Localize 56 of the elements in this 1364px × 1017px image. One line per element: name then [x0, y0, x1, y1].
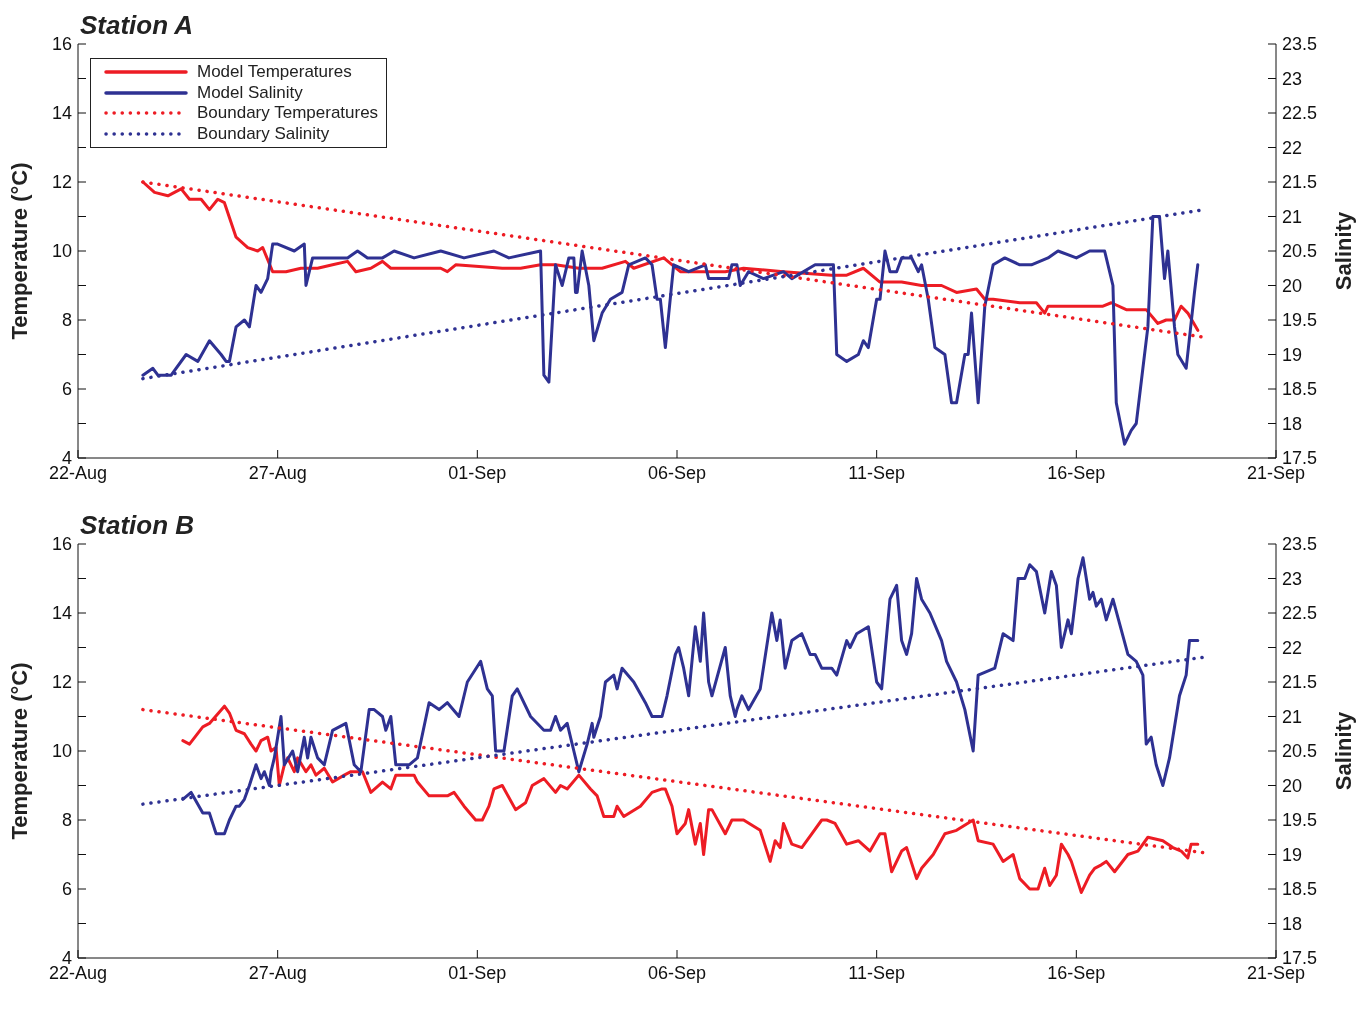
- y2-tick-label: 22: [1282, 137, 1303, 158]
- y2-tick-label: 20: [1282, 775, 1303, 796]
- legend-label: Model Temperatures: [197, 62, 352, 83]
- x-tick-label: 06-Sep: [647, 462, 707, 483]
- y2-tick-label: 18: [1282, 413, 1303, 434]
- y2-tick-label: 19: [1282, 844, 1303, 865]
- x-tick-label: 06-Sep: [647, 962, 707, 983]
- y2-tick-label: 18.5: [1282, 879, 1318, 900]
- y-tick-label: 6: [61, 879, 72, 900]
- y-tick-label: 16: [51, 534, 72, 555]
- y-tick-label: 14: [51, 103, 72, 124]
- y2-tick-label: 23.5: [1282, 534, 1318, 555]
- y-tick-label: 12: [51, 172, 72, 193]
- y2-axis-title: Salinity: [1331, 711, 1357, 791]
- y-tick-label: 14: [51, 603, 72, 624]
- y2-tick-label: 23: [1282, 68, 1303, 89]
- y2-tick-label: 20.5: [1282, 241, 1318, 262]
- y2-tick-label: 19: [1282, 344, 1303, 365]
- y2-tick-label: 21.5: [1282, 172, 1318, 193]
- y-tick-label: 16: [51, 34, 72, 55]
- y2-tick-label: 22.5: [1282, 603, 1318, 624]
- y-tick-label: 8: [61, 310, 72, 331]
- x-tick-label: 16-Sep: [1047, 962, 1106, 983]
- x-tick-label: 27-Aug: [248, 962, 307, 983]
- y2-tick-label: 23: [1282, 568, 1303, 589]
- y-tick-label: 10: [51, 741, 72, 762]
- y2-tick-label: 20.5: [1282, 741, 1318, 762]
- legend-label: Model Salinity: [197, 82, 303, 103]
- chart-title: Station A: [80, 10, 194, 41]
- y2-tick-label: 22: [1282, 637, 1303, 658]
- x-tick-label: 01-Sep: [448, 962, 507, 983]
- y2-tick-label: 21: [1282, 206, 1303, 227]
- x-tick-label: 27-Aug: [248, 462, 307, 483]
- y2-tick-label: 19.5: [1282, 810, 1318, 831]
- legend-label: Boundary Temperatures: [197, 103, 379, 124]
- y-tick-label: 6: [61, 379, 72, 400]
- y-tick-label: 10: [51, 241, 72, 262]
- x-tick-label: 11-Sep: [848, 962, 906, 983]
- y2-tick-label: 22.5: [1282, 103, 1318, 124]
- x-tick-label: 01-Sep: [448, 462, 507, 483]
- y2-tick-label: 18.5: [1282, 379, 1318, 400]
- legend-label: Boundary Salinity: [197, 123, 330, 144]
- y2-tick-label: 23.5: [1282, 34, 1318, 55]
- y2-tick-label: 19.5: [1282, 310, 1318, 331]
- y-axis-title: Temperature (°C): [7, 162, 33, 340]
- x-tick-label: 11-Sep: [848, 462, 906, 483]
- y-axis-title: Temperature (°C): [7, 662, 33, 840]
- y2-tick-label: 21: [1282, 706, 1303, 727]
- y2-tick-label: 18: [1282, 913, 1303, 934]
- x-tick-label: 16-Sep: [1047, 462, 1106, 483]
- chart-title: Station B: [80, 510, 195, 541]
- y2-tick-label: 21.5: [1282, 672, 1318, 693]
- y2-tick-label: 20: [1282, 275, 1303, 296]
- y-tick-label: 12: [51, 672, 72, 693]
- y2-axis-title: Salinity: [1331, 211, 1357, 291]
- y-tick-label: 8: [61, 810, 72, 831]
